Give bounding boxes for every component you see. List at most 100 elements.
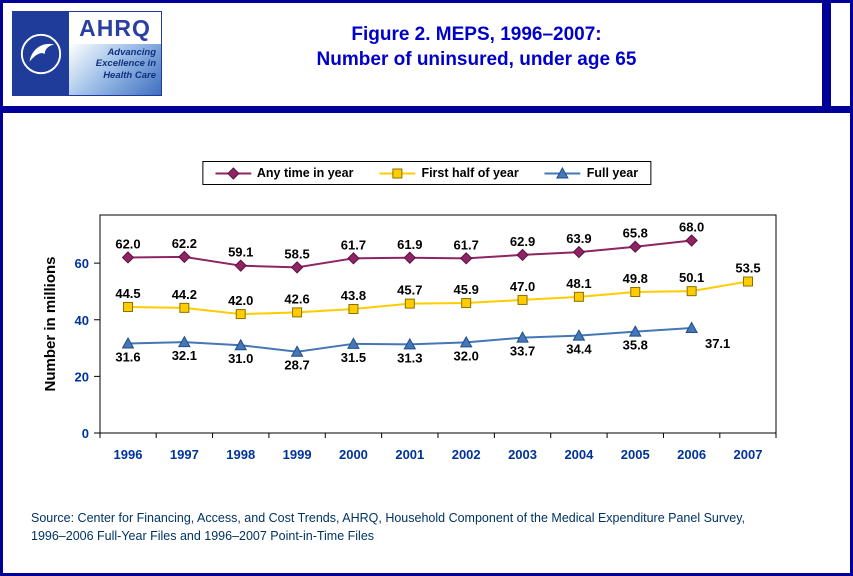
legend-item-1: First half of year — [379, 166, 519, 180]
y-tick-label: 20 — [75, 369, 89, 384]
x-tick-label: 1996 — [114, 447, 143, 462]
axes: 0 20 40 60 1996 1997 1998 1999 2000 2001 2002 2003 2… — [75, 256, 777, 462]
square-legend-icon — [379, 168, 416, 178]
x-tick-label: 2007 — [734, 447, 763, 462]
value-label: 32.1 — [172, 348, 197, 363]
triangle-marker-icon — [347, 337, 360, 349]
x-tick-label: 2003 — [508, 447, 537, 462]
diamond-marker-icon — [572, 245, 586, 259]
value-label: 68.0 — [679, 219, 704, 234]
triangle-marker-icon — [516, 331, 529, 343]
triangle-legend-icon — [544, 166, 581, 178]
chart-legend: Any time in year First half of year Full y… — [201, 161, 652, 185]
square-marker-icon — [179, 302, 190, 313]
value-label: 62.0 — [115, 236, 140, 251]
square-marker-icon — [686, 286, 697, 297]
value-label: 61.7 — [454, 237, 479, 252]
diamond-markers — [121, 234, 698, 274]
value-label: 31.0 — [228, 351, 253, 366]
value-label: 35.8 — [623, 338, 648, 353]
value-labels: 62.0 62.2 59.1 58.5 61.7 61.9 61.7 62.9 63.9 65.8… — [115, 219, 704, 261]
y-tick-label: 40 — [75, 313, 89, 328]
value-label: 44.5 — [115, 286, 140, 301]
source-note: Source: Center for Financing, Access, an… — [31, 510, 745, 545]
diamond-marker-icon — [121, 251, 135, 264]
diamond-marker-icon — [685, 234, 698, 247]
series-0: 62.0 62.2 59.1 58.5 61.7 61.9 61.7 62.9 63.9 65.8… — [115, 219, 704, 274]
value-labels: 44.5 44.2 42.0 42.6 43.8 45.7 45.9 47.0 48.1 49.8… — [115, 261, 760, 309]
diamond-marker-icon — [290, 261, 304, 274]
tagline-line3: Health Care — [103, 69, 156, 81]
triangle-marker-icon — [290, 345, 304, 357]
value-label: 42.6 — [284, 291, 309, 306]
legend-label: Any time in year — [256, 166, 354, 180]
header-rule-horizontal — [3, 106, 850, 113]
value-label: 53.5 — [735, 261, 760, 276]
square-marker-icon — [404, 298, 415, 309]
hhs-seal-icon — [13, 12, 69, 95]
source-line2: 1996–2006 Full-Year Files and 1996–2007 … — [31, 528, 375, 543]
value-label: 42.0 — [228, 293, 253, 308]
plot-area — [99, 214, 777, 434]
value-label: 37.1 — [705, 336, 730, 351]
legend-item-2: Full year — [544, 166, 639, 180]
value-label: 62.2 — [172, 236, 197, 251]
series-line — [127, 280, 749, 316]
figure-title-line1: Figure 2. MEPS, 1996–2007: — [351, 24, 602, 45]
diamond-marker-icon — [516, 248, 529, 262]
ahrq-tagline: Advancing Excellence in Health Care — [69, 44, 161, 95]
value-label: 32.0 — [454, 348, 479, 363]
diamond-legend-icon — [214, 166, 251, 180]
legend-item-0: Any time in year — [214, 166, 354, 180]
legend-label: Full year — [586, 166, 639, 180]
tagline-line2: Excellence in — [95, 58, 156, 70]
triangle-marker-icon — [685, 321, 698, 333]
x-tick-label: 1997 — [170, 447, 199, 462]
triangle-marker-icon — [556, 166, 570, 178]
value-label: 50.1 — [679, 270, 704, 285]
value-label: 58.5 — [284, 246, 309, 261]
value-label: 28.7 — [284, 358, 309, 373]
y-tick-label: 0 — [82, 426, 89, 441]
value-label: 43.8 — [341, 288, 366, 303]
diamond-marker-icon — [629, 240, 642, 253]
x-tick-label: 2006 — [677, 447, 706, 462]
x-tick-label: 1999 — [283, 447, 312, 462]
value-labels: 31.6 32.1 31.0 28.7 31.5 31.3 32.0 33.7 34.4 35.8… — [115, 336, 730, 373]
x-tick-label: 2005 — [621, 447, 650, 462]
value-label: 59.1 — [228, 245, 253, 260]
value-label: 34.4 — [566, 342, 592, 357]
square-marker-icon — [461, 298, 472, 309]
ahrq-wordmark: AHRQ — [79, 14, 151, 41]
value-label: 45.9 — [454, 282, 479, 297]
x-tick-label: 2004 — [564, 447, 594, 462]
ahrq-logo: AHRQ Advancing Excellence in Health Care — [12, 11, 162, 96]
triangle-marker-icon — [121, 336, 135, 349]
diamond-marker-icon — [403, 251, 417, 264]
figure-title-line2: Number of uninsured, under age 65 — [316, 48, 637, 70]
legend-label: First half of year — [421, 166, 519, 180]
header-rule-vertical — [822, 3, 831, 113]
x-tick-label: 2000 — [339, 447, 368, 462]
value-label: 61.7 — [341, 237, 366, 252]
square-marker-icon — [517, 294, 528, 305]
diamond-marker-icon — [347, 252, 360, 265]
square-marker-icon — [743, 276, 753, 287]
tagline-line1: Advancing — [107, 47, 156, 58]
value-label: 31.3 — [397, 350, 422, 365]
diamond-marker-icon — [459, 252, 473, 265]
value-label: 31.6 — [115, 350, 140, 365]
value-label: 47.0 — [510, 279, 535, 294]
series-1: 44.5 44.2 42.0 42.6 43.8 45.7 45.9 47.0 48.1 49.8… — [115, 261, 761, 320]
value-label: 49.8 — [623, 271, 648, 286]
triangle-markers — [121, 321, 698, 357]
x-tick-label: 2001 — [395, 447, 424, 462]
value-label: 45.7 — [397, 283, 422, 298]
triangle-marker-icon — [459, 335, 473, 348]
triangle-marker-icon — [628, 325, 642, 337]
diamond-marker-icon — [226, 166, 240, 180]
hhs-eagle-icon — [20, 33, 62, 74]
series-2: 31.6 32.1 31.0 28.7 31.5 31.3 32.0 33.7 34.4 35.8… — [115, 321, 730, 373]
value-label: 62.9 — [510, 234, 535, 249]
